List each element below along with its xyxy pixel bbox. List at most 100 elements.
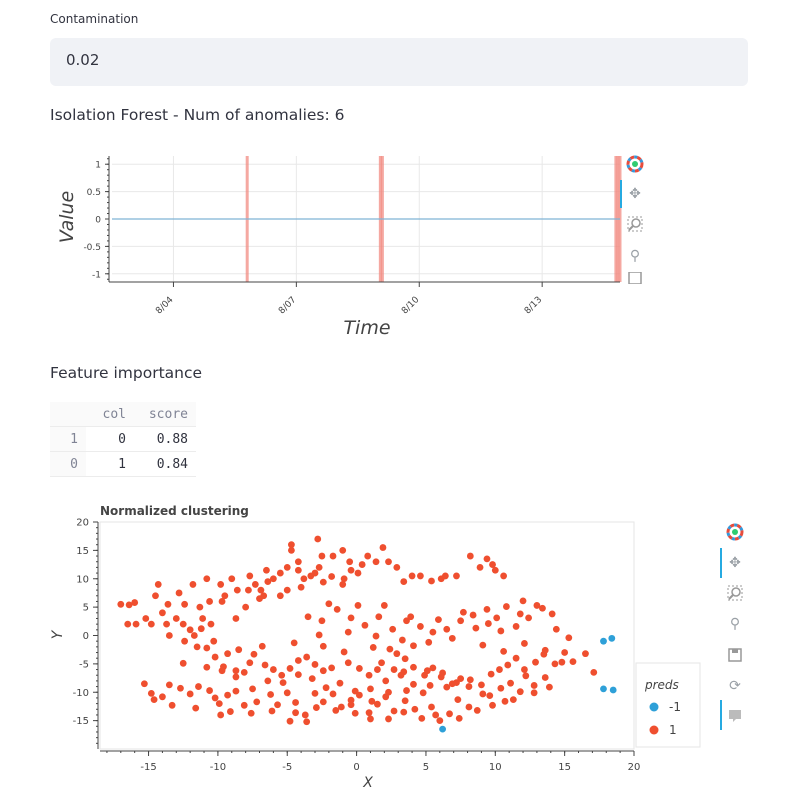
y-tick-label: 10	[76, 574, 89, 585]
normal-point	[369, 644, 377, 651]
normal-point	[489, 701, 496, 709]
anomaly-point	[609, 686, 617, 694]
normal-point	[340, 575, 348, 583]
normal-point	[443, 625, 451, 633]
y-tick-label: -15	[73, 716, 89, 727]
normal-point	[521, 640, 528, 647]
normal-point	[307, 572, 315, 580]
save-tool-icon[interactable]	[723, 643, 747, 667]
normal-point	[207, 620, 215, 628]
anomaly-point	[439, 725, 446, 733]
normal-point	[218, 667, 226, 675]
normal-point	[565, 634, 573, 642]
normal-point	[390, 707, 398, 715]
normal-point	[245, 586, 252, 594]
table-header-col[interactable]: col	[86, 402, 134, 427]
normal-point	[389, 625, 397, 633]
normal-point	[318, 617, 326, 625]
normal-point	[274, 701, 281, 709]
normal-point	[268, 707, 276, 715]
scatter-legend[interactable]: preds -1 1	[635, 662, 701, 748]
normal-point	[181, 637, 189, 645]
normal-point	[264, 677, 272, 685]
normal-point	[228, 575, 236, 583]
normal-point	[314, 535, 322, 543]
normal-point	[476, 564, 484, 571]
normal-point	[465, 703, 473, 711]
table-row[interactable]: 0 1 0.84	[50, 451, 196, 477]
feature-importance-table[interactable]: col score 1 0 0.88 0 1 0.84	[50, 402, 196, 477]
normal-point	[152, 592, 159, 600]
anomaly-timeseries-chart[interactable]: 1 0.5 0 -0.5 -1 8/04 8/07 8/10 8/13 Value Time	[50, 140, 650, 346]
normal-point	[532, 658, 539, 666]
normal-point	[329, 552, 337, 560]
normal-point	[165, 632, 173, 639]
pan-tool-active-indicator	[720, 548, 722, 578]
wheel-zoom-tool-icon[interactable]: ⚲	[729, 616, 741, 632]
table-cell-score[interactable]: 0.84	[134, 451, 196, 477]
bokeh-logo-icon[interactable]	[723, 520, 747, 544]
normal-point	[301, 711, 309, 719]
normal-point	[294, 657, 302, 664]
normal-point	[407, 613, 415, 621]
normal-point	[279, 679, 287, 687]
legend-label-1[interactable]: 1	[669, 723, 677, 737]
table-cell-col[interactable]: 0	[86, 426, 134, 452]
table-cell-col[interactable]: 1	[86, 451, 134, 477]
contamination-input[interactable]: 0.02	[50, 38, 748, 86]
legend-label-neg1[interactable]: -1	[669, 700, 681, 714]
normal-point	[418, 714, 426, 722]
anomaly-point	[600, 685, 607, 693]
normal-point	[283, 586, 291, 594]
box-zoom-tool-icon[interactable]	[723, 581, 747, 605]
timeseries-y-ticks: 1 0.5 0 -0.5 -1	[83, 158, 109, 280]
table-header-row: col score	[50, 402, 196, 427]
normal-point	[365, 709, 373, 717]
normal-point	[206, 598, 213, 605]
normal-point	[367, 685, 374, 693]
normal-point	[249, 685, 256, 693]
normal-point	[425, 638, 433, 646]
normal-point	[206, 687, 213, 694]
normal-point	[175, 589, 183, 597]
normal-point	[382, 677, 390, 685]
normal-point	[337, 703, 345, 711]
table-row[interactable]: 1 0 0.88	[50, 426, 196, 452]
normal-point	[211, 653, 219, 661]
normal-point	[258, 642, 266, 650]
normal-point	[367, 715, 374, 723]
reset-tool-icon[interactable]: ⟳	[729, 678, 741, 694]
pan-tool-icon[interactable]: ✥	[729, 555, 741, 571]
hover-tool-icon[interactable]	[723, 704, 747, 728]
normal-point	[242, 603, 250, 611]
normal-point	[246, 572, 254, 580]
normal-point	[486, 692, 494, 700]
table-header-score[interactable]: score	[134, 402, 196, 427]
table-cell-score[interactable]: 0.88	[134, 426, 196, 452]
normal-point	[344, 628, 352, 636]
save-tool-icon[interactable]	[623, 272, 647, 284]
pan-tool-icon[interactable]: ✥	[629, 186, 641, 202]
normal-point	[541, 674, 549, 681]
bokeh-logo-icon[interactable]	[623, 152, 647, 176]
normal-point	[240, 701, 248, 709]
normal-point	[232, 615, 240, 622]
normal-point	[147, 689, 155, 697]
normal-point	[332, 707, 340, 714]
normal-point	[286, 665, 294, 672]
normal-point	[521, 666, 528, 673]
box-zoom-tool-icon[interactable]	[623, 212, 647, 236]
normal-point	[519, 597, 527, 605]
normal-point	[364, 552, 372, 560]
normal-point	[311, 689, 319, 697]
normal-point	[386, 645, 394, 653]
timeseries-x-ticks: 8/04 8/07 8/10 8/13	[154, 282, 544, 316]
normal-point	[419, 689, 427, 697]
normal-point	[199, 615, 207, 622]
wheel-zoom-tool-icon[interactable]: ⚲	[629, 248, 641, 264]
normal-point	[483, 605, 491, 613]
normal-point	[530, 689, 538, 697]
normal-point	[292, 709, 299, 717]
table-row-index: 1	[50, 426, 86, 452]
